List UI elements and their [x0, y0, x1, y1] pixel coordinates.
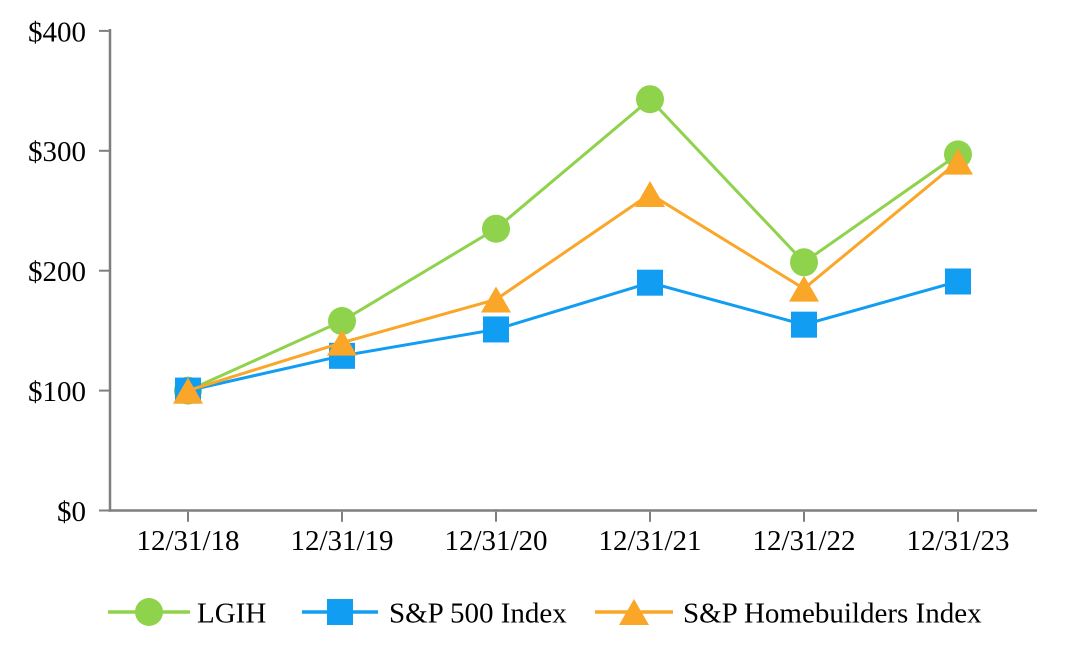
legend-label-s-p-500-index: S&P 500 Index	[389, 597, 567, 629]
legend-label-s-p-homebuilders-index: S&P Homebuilders Index	[683, 597, 982, 629]
marker-square-s-p-500-index	[945, 268, 971, 295]
y-tick-label: $200	[28, 256, 86, 288]
marker-circle-lgih	[328, 307, 356, 336]
series-line-s-p-500-index	[187, 280, 959, 393]
y-tick-label: $300	[28, 136, 86, 168]
x-tick-label: 12/31/19	[290, 525, 393, 557]
marker-triangle-s-p-homebuilders-index	[789, 275, 819, 302]
marker-triangle-s-p-homebuilders-index	[327, 329, 357, 356]
legend-marker-square-s-p-500-index	[327, 599, 353, 625]
legend-marker-circle-lgih	[135, 598, 163, 626]
marker-triangle-s-p-homebuilders-index	[173, 377, 203, 404]
marker-square-s-p-500-index	[791, 311, 817, 338]
x-tick-label: 12/31/22	[752, 525, 855, 557]
marker-triangle-s-p-homebuilders-index	[481, 286, 511, 313]
series-line-lgih	[187, 97, 959, 392]
x-tick-label: 12/31/21	[598, 525, 701, 557]
legend-label-lgih: LGIH	[197, 597, 266, 629]
marker-square-s-p-500-index	[483, 316, 509, 343]
marker-circle-lgih	[636, 85, 664, 114]
marker-circle-lgih	[482, 214, 510, 243]
y-tick-label: $0	[57, 496, 86, 528]
y-tick-label: $100	[28, 376, 86, 408]
x-tick-label: 12/31/20	[444, 525, 547, 557]
legend-marker-triangle-s-p-homebuilders-index	[619, 599, 649, 625]
marker-circle-lgih	[790, 248, 818, 277]
series-line-s-p-homebuilders-index	[187, 160, 959, 393]
y-tick-label: $400	[28, 16, 86, 48]
x-tick-label: 12/31/23	[906, 525, 1009, 557]
marker-square-s-p-500-index	[637, 269, 663, 296]
x-tick-label: 12/31/18	[136, 525, 239, 557]
marker-triangle-s-p-homebuilders-index	[943, 148, 973, 175]
marker-triangle-s-p-homebuilders-index	[635, 180, 665, 207]
